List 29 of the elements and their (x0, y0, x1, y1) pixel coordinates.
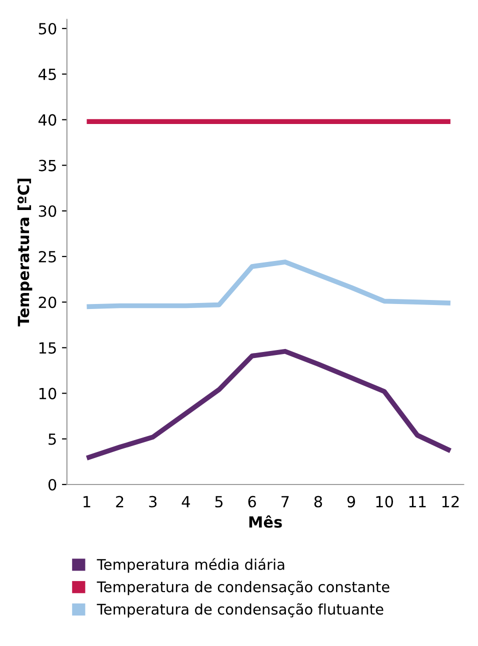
y-tick-label: 50 (38, 22, 56, 35)
legend-label: Temperatura de condensação flutuante (96, 603, 384, 618)
x-tick-label: 8 (314, 496, 322, 508)
x-axis-title: Mês (249, 515, 282, 528)
x-tick-label: 6 (248, 496, 256, 508)
x-tick-label: 2 (116, 496, 124, 508)
y-tick-label: 40 (38, 114, 56, 126)
x-tick-label: 3 (149, 496, 157, 508)
legend-label: Temperatura de condensação constante (96, 580, 390, 596)
line-series (84, 348, 453, 460)
y-tick-label: 25 (38, 250, 56, 263)
y-tick-label: 45 (38, 68, 56, 80)
y-tick-label: 20 (38, 296, 56, 308)
x-tick-label: 11 (409, 496, 426, 508)
x-tick-label: 12 (442, 496, 459, 508)
x-tick-label: 7 (282, 496, 289, 508)
legend-label: Temperatura média diária (96, 558, 284, 573)
x-tick-label: 10 (376, 496, 394, 508)
y-axis-title: Temperatura [ºC] (17, 178, 32, 326)
x-tick-label: 5 (215, 496, 223, 508)
x-tick-label: 1 (84, 496, 90, 508)
x-tick-label: 4 (182, 496, 190, 508)
x-tick-label: 9 (347, 496, 356, 508)
y-tick-label: 15 (39, 342, 56, 354)
y-tick-label: 30 (38, 205, 56, 217)
y-tick-label: 35 (38, 160, 56, 172)
y-tick-label: 10 (39, 388, 56, 400)
y-tick-label: 5 (48, 434, 56, 445)
y-tick-label: 0 (48, 478, 56, 491)
